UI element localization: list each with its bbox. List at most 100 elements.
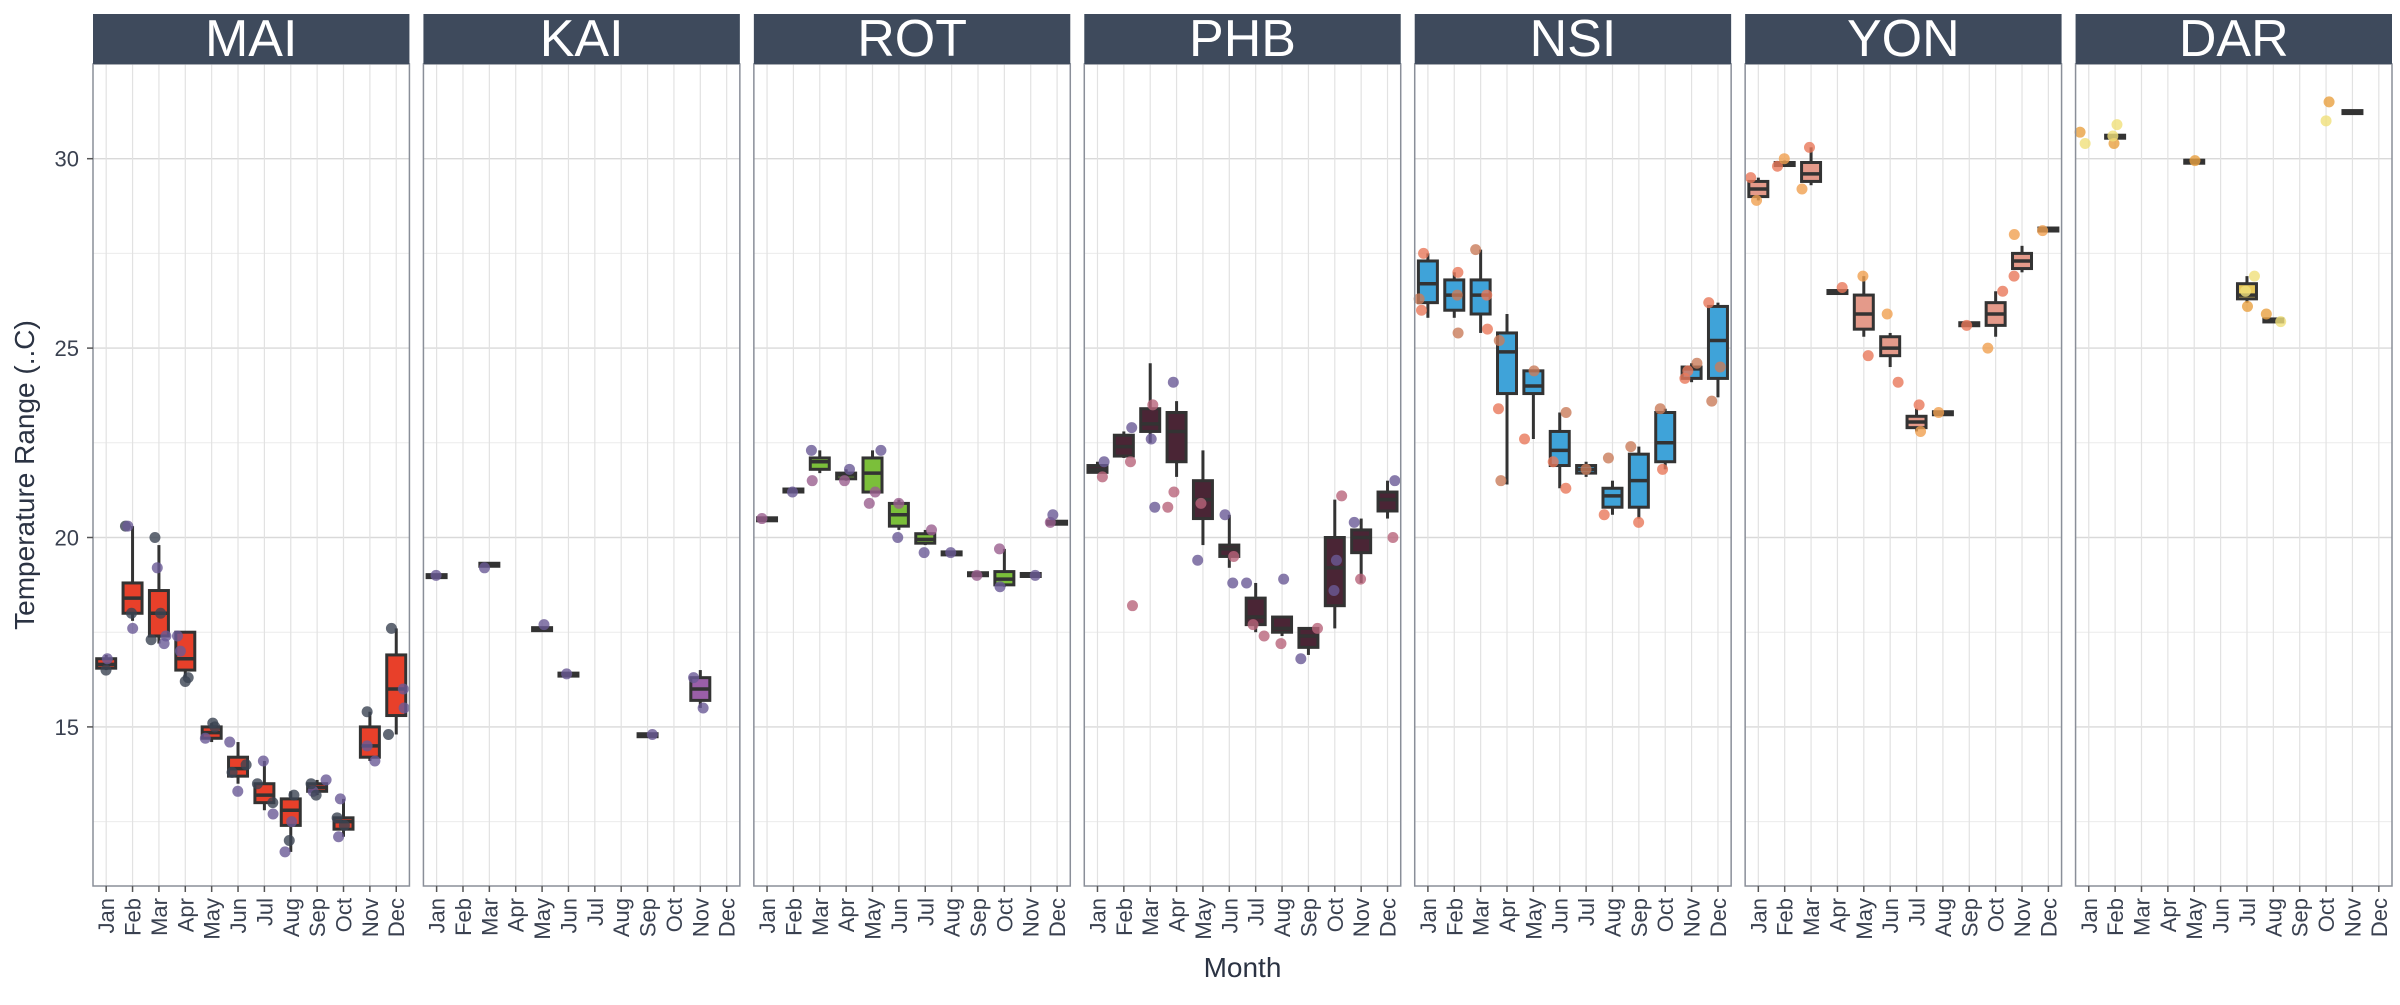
panel-background (1084, 64, 1401, 886)
data-point (2320, 115, 2332, 127)
x-tick-label: Apr (2156, 898, 2181, 932)
data-point (1470, 244, 1482, 256)
box-nsi-dec (1706, 302, 1729, 398)
box-body (1416, 259, 1439, 305)
data-point (1913, 399, 1925, 411)
facet-kai: KAI Jan Feb Mar Apr May Jun Jul Aug Sep Oct Nov Dec (422, 10, 741, 940)
x-tick-label: Mar (1469, 898, 1494, 936)
data-point (158, 638, 170, 650)
x-tick-label: Dec (715, 898, 740, 937)
data-point (1580, 463, 1592, 475)
x-tick-label: Oct (992, 898, 1017, 932)
x-tick-label: Jan (2077, 898, 2102, 933)
data-point (2189, 155, 2201, 167)
box-yon-jan (1747, 177, 1770, 201)
box-dar-nov (2341, 109, 2364, 116)
data-point (1654, 403, 1666, 415)
data-point (869, 486, 881, 498)
data-point (1691, 357, 1703, 369)
box-phb-apr (1165, 401, 1188, 477)
data-point (334, 793, 346, 805)
x-tick-label: Apr (1825, 898, 1850, 932)
facet-strip-label: DAR (2179, 10, 2289, 68)
data-point (171, 630, 183, 642)
data-point (283, 835, 295, 847)
data-point (2248, 270, 2260, 282)
data-point (207, 717, 219, 729)
x-tick-label: Mar (1138, 898, 1163, 936)
data-point (382, 728, 394, 740)
y-axis-title: Temperature Range (..C) (9, 320, 40, 630)
data-point (1602, 452, 1614, 464)
data-point (2111, 119, 2123, 131)
data-point (1547, 456, 1559, 468)
x-tick-label: Sep (1296, 898, 1321, 937)
data-point (1258, 630, 1270, 642)
x-tick-label: Jun (1217, 898, 1242, 933)
data-point (369, 755, 381, 767)
data-point (688, 672, 700, 684)
x-tick-label: Jun (1548, 898, 1573, 933)
facet-strip (2075, 14, 2392, 64)
x-tick-label: Mar (808, 898, 833, 936)
x-tick-label: Mar (2129, 898, 2154, 936)
x-tick-label: Oct (662, 898, 687, 932)
data-point (1778, 153, 1790, 165)
facet-phb: PHB Jan Feb Mar Apr May Jun Jul Aug Sep Oct Nov Dec (1083, 10, 1402, 940)
facet-strip-label: NSI (1530, 10, 1617, 68)
facet-rot: ROT Jan Feb Mar Apr May Jun Jul Aug Sep Oct Nov Dec (753, 10, 1072, 940)
x-tick-label: Jun (2209, 898, 2234, 933)
facet-strip (1414, 14, 1732, 64)
x-tick-label: May (200, 898, 225, 940)
x-tick-label: Sep (636, 898, 661, 937)
data-point (538, 619, 550, 631)
data-point (224, 736, 236, 748)
box-phb-jul (1244, 582, 1267, 633)
data-point (257, 755, 269, 767)
box-phb-mar (1139, 363, 1162, 443)
data-point (918, 547, 930, 559)
data-point (226, 766, 238, 778)
box-body (1165, 410, 1188, 464)
box-body (1376, 490, 1399, 513)
data-point (1796, 183, 1808, 195)
x-tick-label: May (1521, 898, 1546, 940)
box-nsi-apr (1496, 314, 1518, 485)
box-body (861, 456, 884, 494)
box-mai-dec (385, 628, 408, 735)
x-tick-label: Dec (1376, 898, 1401, 937)
data-point (279, 846, 291, 858)
data-point (1311, 622, 1323, 634)
facet-strip (423, 14, 740, 64)
box-phb-feb (1112, 431, 1135, 458)
data-point (385, 622, 397, 634)
x-tick-label: Oct (2314, 898, 2339, 932)
data-point (361, 740, 373, 752)
data-point (1355, 573, 1367, 585)
x-tick-label: Aug (940, 898, 965, 937)
data-point (267, 808, 279, 820)
x-tick-label: Jul (913, 898, 938, 926)
data-point (971, 569, 983, 581)
data-point (2323, 96, 2335, 108)
facet-dar: DAR Jan Feb Mar Apr May Jun Jul Aug Sep Oct Nov Dec (2074, 10, 2393, 940)
data-point (199, 732, 211, 744)
panel-background (2075, 64, 2392, 886)
data-point (145, 634, 157, 646)
data-point (122, 520, 134, 532)
data-point (174, 645, 186, 657)
data-point (839, 475, 851, 487)
x-tick-label: Feb (1112, 898, 1137, 936)
data-point (843, 463, 855, 475)
box-body (1496, 331, 1518, 396)
data-point (2275, 316, 2287, 328)
data-point (1714, 361, 1726, 373)
data-point (1560, 406, 1572, 418)
x-tick-label: Feb (1442, 898, 1467, 936)
data-point (892, 532, 904, 544)
x-tick-label: Jan (94, 898, 119, 933)
x-tick-label: Apr (1495, 898, 1520, 932)
x-tick-label: Oct (1653, 898, 1678, 932)
x-tick-label: Jul (583, 898, 608, 926)
box-kai-nov (689, 670, 712, 708)
